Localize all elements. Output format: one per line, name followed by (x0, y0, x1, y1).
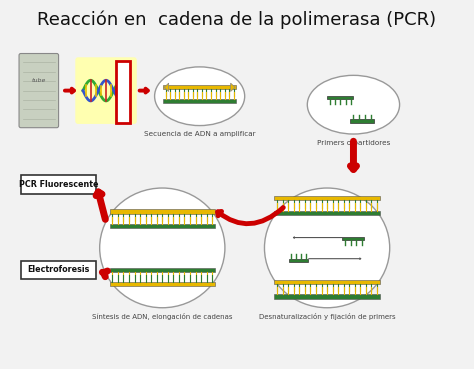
Bar (164, 85, 236, 89)
Text: Electroforesis: Electroforesis (27, 265, 90, 275)
Text: PCR Fluorescente: PCR Fluorescente (19, 180, 98, 189)
Bar (274, 280, 380, 284)
Bar (274, 211, 380, 215)
Text: Desnaturalización y fijación de primers: Desnaturalización y fijación de primers (259, 313, 395, 320)
Ellipse shape (264, 188, 390, 308)
Bar (21, 261, 96, 279)
Bar (350, 119, 374, 123)
Bar (21, 175, 96, 194)
Bar (164, 99, 236, 103)
FancyBboxPatch shape (75, 57, 137, 124)
Text: Primers o partidores: Primers o partidores (317, 139, 390, 146)
Ellipse shape (307, 75, 400, 134)
Text: tube: tube (32, 77, 46, 83)
Bar (116, 61, 130, 123)
Bar (109, 282, 215, 286)
Bar (289, 259, 309, 262)
Bar (109, 224, 215, 228)
Bar (109, 268, 215, 272)
Bar (274, 294, 380, 299)
Bar (274, 196, 380, 200)
FancyBboxPatch shape (19, 54, 59, 128)
Bar (343, 237, 365, 240)
Bar (327, 96, 354, 99)
Ellipse shape (155, 67, 245, 125)
Polygon shape (231, 83, 235, 92)
Ellipse shape (100, 188, 225, 308)
Polygon shape (164, 83, 169, 92)
Text: Síntesis de ADN, elongación de cadenas: Síntesis de ADN, elongación de cadenas (92, 313, 233, 320)
Bar (109, 209, 215, 214)
Text: Secuencia de ADN a amplificar: Secuencia de ADN a amplificar (144, 131, 255, 137)
Text: Reacción en  cadena de la polimerasa (PCR): Reacción en cadena de la polimerasa (PCR… (37, 11, 437, 29)
